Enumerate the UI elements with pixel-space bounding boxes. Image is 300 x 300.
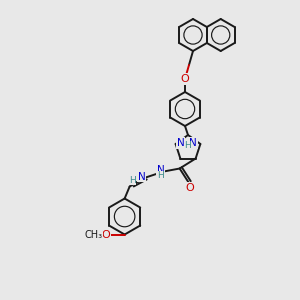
Text: O: O	[181, 74, 189, 84]
Text: O: O	[185, 182, 194, 193]
Text: N: N	[138, 172, 146, 182]
Text: N: N	[177, 138, 184, 148]
Text: CH₃: CH₃	[85, 230, 103, 239]
Text: N: N	[190, 138, 197, 148]
Text: H: H	[157, 171, 164, 180]
Text: O: O	[101, 230, 110, 239]
Text: N: N	[157, 164, 164, 175]
Text: H: H	[184, 142, 191, 151]
Text: H: H	[129, 176, 136, 185]
